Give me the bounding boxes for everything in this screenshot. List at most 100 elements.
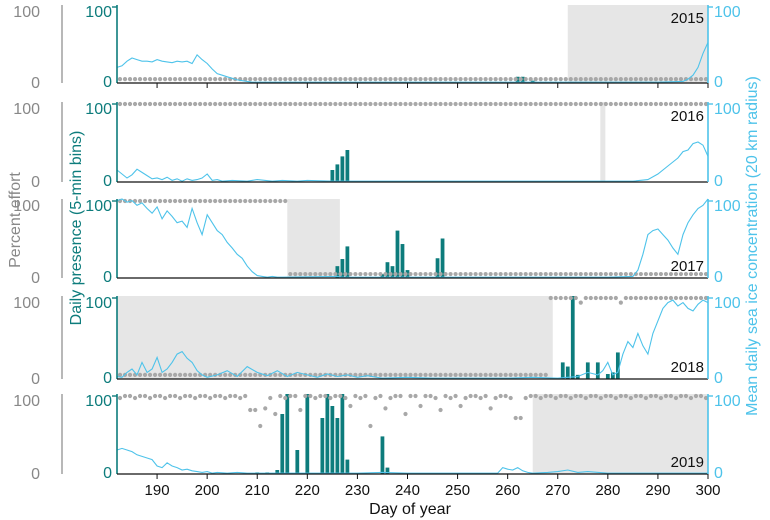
effort-dot	[308, 77, 313, 82]
effort-dot	[478, 77, 483, 82]
presence-bar	[400, 244, 405, 278]
effort-dot	[693, 77, 699, 82]
presence-bar	[305, 394, 310, 474]
effort-dot	[333, 77, 338, 82]
effort-dot	[383, 271, 388, 277]
effort-dot	[608, 77, 613, 82]
effort-dot	[643, 295, 648, 301]
effort-dot	[703, 295, 709, 301]
x-tick-label: 300	[695, 482, 720, 499]
effort-dot	[578, 271, 583, 277]
effort-dot	[678, 77, 684, 82]
effort-dot	[438, 101, 443, 107]
effort-dot	[473, 101, 478, 107]
effort-dot	[203, 101, 208, 107]
effort-dot	[643, 395, 648, 401]
effort-dot	[233, 101, 238, 107]
effort-dot	[353, 101, 358, 107]
effort-dot	[658, 395, 664, 401]
effort-dot	[318, 101, 323, 107]
effort-dot	[593, 77, 598, 82]
effort-dot	[433, 271, 438, 277]
effort-dot	[383, 406, 388, 411]
effort-dot	[333, 393, 338, 399]
effort-dot	[558, 77, 563, 82]
effort-dot	[518, 415, 523, 421]
presence-bar	[595, 362, 600, 379]
effort-tick-label: 0	[31, 75, 40, 92]
effort-dot	[433, 77, 438, 82]
effort-dot	[518, 77, 523, 82]
effort-dot	[558, 101, 563, 107]
effort-dot	[278, 393, 283, 399]
effort-dot	[593, 393, 598, 399]
effort-dot	[228, 393, 233, 399]
effort-dot	[603, 271, 608, 277]
effort-dot	[528, 393, 533, 399]
effort-dot	[303, 77, 308, 82]
effort-dot	[508, 101, 513, 107]
effort-dot	[338, 271, 343, 277]
effort-dot	[493, 271, 498, 277]
effort-dot	[157, 372, 163, 377]
effort-dot	[383, 101, 388, 107]
x-tick-label: 290	[645, 482, 670, 499]
effort-dot	[468, 101, 473, 107]
effort-dot	[638, 271, 643, 277]
effort-dot	[198, 198, 203, 204]
effort-dot	[223, 101, 228, 107]
sea-ice-tick-label: 100	[714, 198, 741, 215]
effort-dot	[588, 101, 593, 107]
effort-dot	[273, 77, 278, 82]
effort-dot	[593, 271, 598, 277]
effort-dot	[568, 395, 573, 401]
effort-dot	[162, 372, 168, 377]
effort-dot	[132, 395, 138, 401]
effort-dot	[162, 101, 168, 107]
effort-dot	[152, 101, 158, 107]
effort-dot	[533, 271, 538, 277]
effort-dot	[122, 77, 128, 82]
effort-dot	[688, 271, 694, 277]
presence-bar	[340, 259, 345, 278]
effort-dot	[563, 101, 568, 107]
effort-dot	[358, 101, 363, 107]
effort-dot	[468, 77, 473, 82]
effort-dot	[698, 101, 704, 107]
no-effort-shading	[117, 296, 553, 379]
effort-dot	[498, 372, 503, 377]
effort-dot	[147, 101, 153, 107]
effort-dot	[167, 198, 173, 204]
effort-dot	[618, 271, 623, 277]
effort-dot	[703, 77, 709, 82]
sea-ice-line	[116, 447, 708, 474]
effort-dot	[678, 101, 684, 107]
effort-dot	[458, 403, 463, 409]
effort-dot	[663, 101, 669, 107]
effort-dot	[378, 372, 383, 377]
effort-dot	[147, 395, 153, 401]
no-effort-shading	[287, 199, 340, 278]
effort-dot	[293, 77, 298, 82]
effort-dot	[203, 77, 208, 82]
effort-dot	[593, 101, 598, 107]
effort-dot	[418, 101, 423, 107]
effort-dot	[588, 393, 593, 399]
effort-dot	[533, 372, 538, 377]
year-label: 2016	[671, 108, 704, 125]
effort-dot	[533, 77, 538, 82]
effort-dot	[147, 77, 153, 82]
effort-dot	[443, 77, 448, 82]
effort-dot	[463, 372, 468, 377]
effort-dot	[453, 393, 458, 399]
effort-dot	[413, 77, 418, 82]
effort-dot	[428, 372, 433, 377]
effort-dot	[448, 395, 453, 401]
effort-dot	[408, 372, 413, 377]
effort-dot	[183, 101, 188, 107]
effort-dot	[253, 372, 258, 377]
effort-dot	[523, 271, 528, 277]
effort-dot	[253, 101, 258, 107]
effort-dot	[533, 101, 538, 107]
effort-dot	[173, 393, 178, 399]
